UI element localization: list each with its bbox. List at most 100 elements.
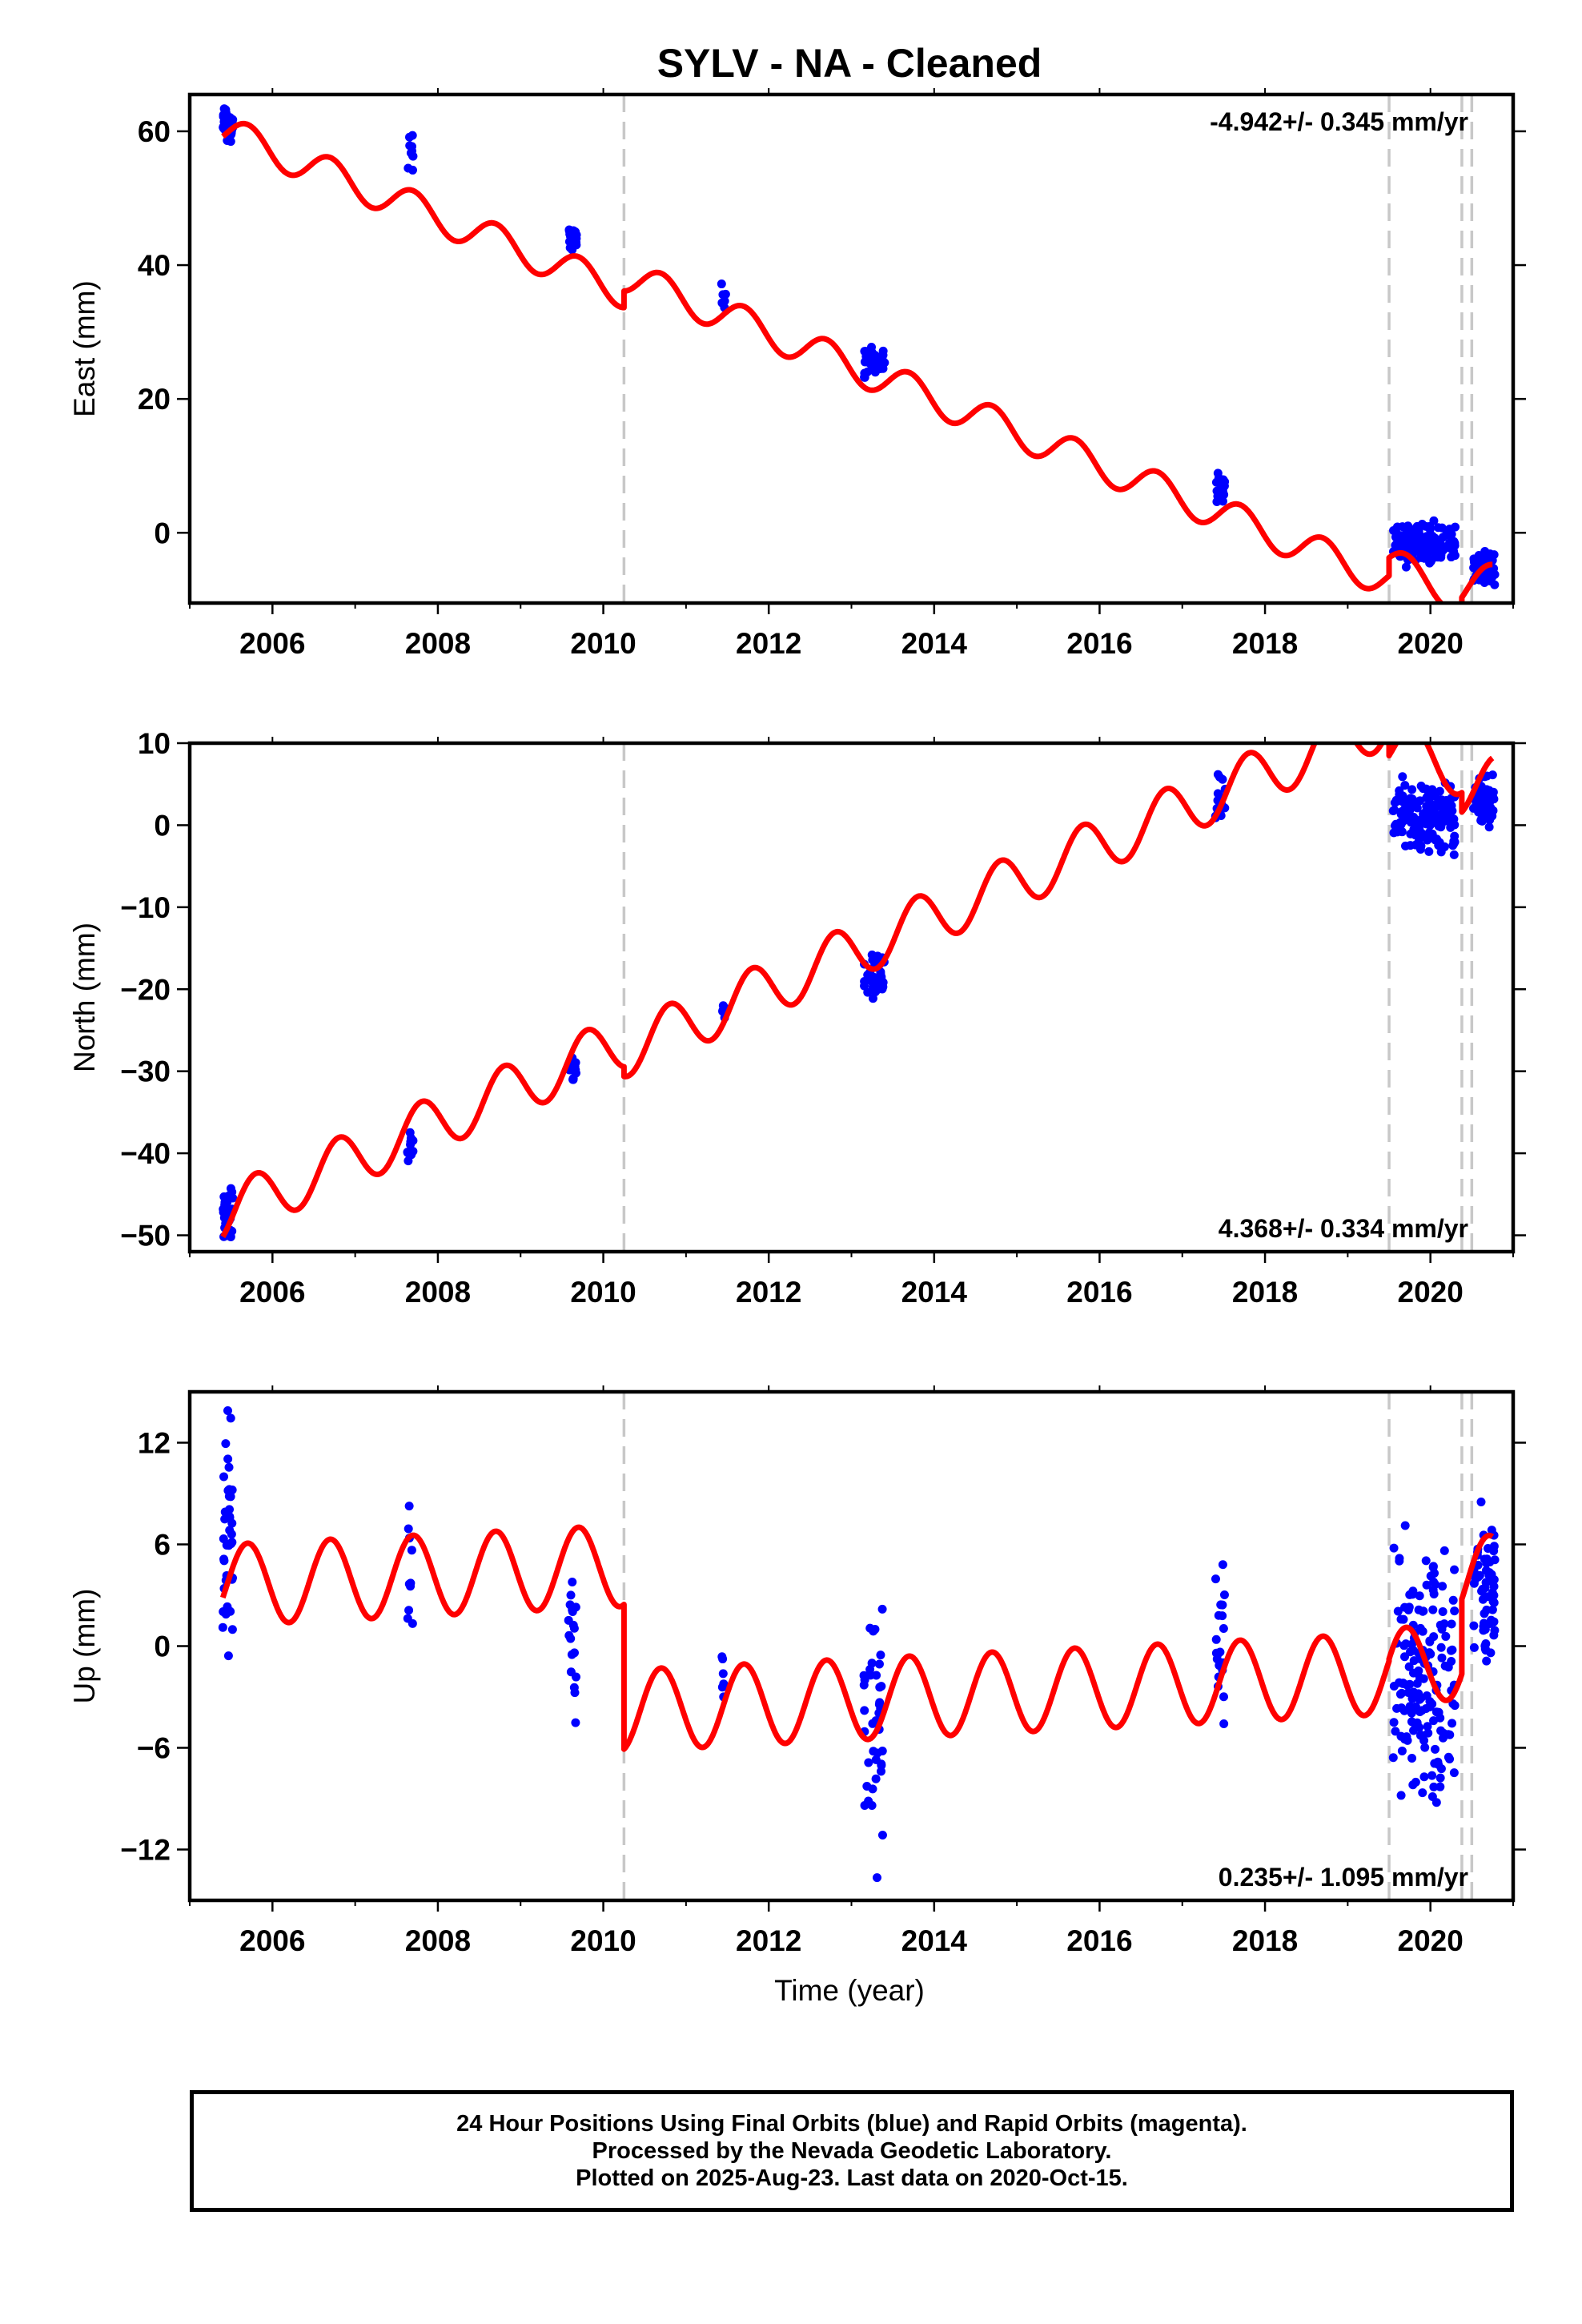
x-tick-label: 2008 xyxy=(405,627,471,660)
obs-point xyxy=(877,1682,886,1691)
obs-point xyxy=(568,1074,578,1084)
x-tick-label: 2020 xyxy=(1398,1924,1464,1957)
obs-point xyxy=(1388,806,1398,815)
obs-point xyxy=(1423,1722,1432,1731)
obs-point xyxy=(1421,1556,1431,1566)
obs-point xyxy=(1485,1619,1495,1629)
obs-point xyxy=(219,1606,228,1616)
obs-point xyxy=(877,1604,887,1614)
obs-point xyxy=(1487,1526,1496,1535)
obs-point xyxy=(874,1659,884,1669)
x-tick-label: 2016 xyxy=(1066,627,1132,660)
obs-point xyxy=(1211,1648,1221,1658)
obs-point xyxy=(1429,1782,1439,1791)
obs-point xyxy=(569,1623,579,1633)
obs-point xyxy=(868,1784,877,1794)
obs-point xyxy=(1437,1653,1447,1663)
obs-point xyxy=(719,1679,729,1689)
obs-point xyxy=(1396,810,1406,819)
obs-point xyxy=(1422,1580,1431,1590)
obs-cluster xyxy=(717,279,730,312)
obs-point xyxy=(224,1462,234,1472)
obs-point xyxy=(408,1618,417,1628)
obs-point xyxy=(876,1651,885,1660)
obs-point xyxy=(1435,1773,1445,1783)
x-tick-label: 2010 xyxy=(570,627,636,660)
obs-cluster xyxy=(403,1502,417,1628)
y-tick-label: 0 xyxy=(154,517,171,549)
obs-point xyxy=(1397,1688,1407,1698)
y-tick-label: −50 xyxy=(120,1220,171,1252)
obs-point xyxy=(1484,571,1494,581)
obs-point xyxy=(1439,1546,1449,1555)
obs-point xyxy=(1401,841,1411,850)
y-axis-label: Up (mm) xyxy=(68,1589,101,1704)
obs-point xyxy=(1399,1641,1409,1651)
obs-point xyxy=(1443,1663,1453,1672)
obs-point xyxy=(1408,1586,1418,1596)
footer-line-1: 24 Hour Positions Using Final Orbits (bl… xyxy=(456,2111,1247,2137)
obs-point xyxy=(1412,1679,1422,1688)
obs-point xyxy=(228,1193,238,1203)
obs-point xyxy=(1396,1791,1406,1800)
obs-point xyxy=(1401,562,1411,572)
obs-point xyxy=(568,245,577,255)
obs-point xyxy=(408,1147,418,1156)
obs-point xyxy=(571,1058,580,1068)
obs-point xyxy=(1431,1798,1441,1807)
obs-point xyxy=(406,1140,416,1149)
obs-point xyxy=(568,1605,577,1614)
obs-cluster xyxy=(1388,1521,1460,1807)
obs-point xyxy=(1397,1746,1407,1755)
x-tick-label: 2014 xyxy=(901,1924,968,1957)
obs-point xyxy=(860,1675,869,1685)
model-curve xyxy=(220,120,1495,603)
y-tick-label: 12 xyxy=(138,1427,171,1460)
obs-point xyxy=(1436,822,1446,832)
obs-point xyxy=(869,1747,878,1756)
obs-point xyxy=(870,1624,880,1634)
obs-point xyxy=(219,1472,229,1482)
obs-point xyxy=(1439,545,1448,555)
obs-cluster xyxy=(218,1405,237,1661)
obs-point xyxy=(1403,1735,1412,1745)
obs-point xyxy=(407,1546,416,1555)
obs-point xyxy=(1399,1614,1408,1624)
obs-point xyxy=(1428,1562,1438,1571)
x-tick-label: 2008 xyxy=(405,1924,471,1957)
obs-point xyxy=(1471,1574,1480,1584)
obs-point xyxy=(1426,798,1435,808)
x-tick-label: 2020 xyxy=(1398,1276,1464,1309)
chart-title: SYLV - NA - Cleaned xyxy=(657,41,1042,86)
obs-point xyxy=(865,1665,875,1675)
x-axis-label: Time (year) xyxy=(774,1974,925,2007)
obs-point xyxy=(408,165,417,175)
obs-point xyxy=(1435,1782,1445,1791)
obs-point xyxy=(406,1582,416,1591)
obs-point xyxy=(1403,1605,1413,1614)
obs-point xyxy=(864,356,873,365)
obs-point xyxy=(225,1505,235,1514)
obs-point xyxy=(1405,1702,1415,1711)
obs-point xyxy=(1390,798,1399,807)
x-tick-label: 2014 xyxy=(901,1276,968,1309)
obs-point xyxy=(1438,1733,1447,1743)
obs-cluster xyxy=(404,131,418,175)
obs-point xyxy=(1480,1609,1489,1618)
obs-point xyxy=(876,360,885,370)
obs-cluster xyxy=(1469,1498,1500,1666)
rate-label: -4.942+/- 0.345 mm/yr xyxy=(1210,107,1468,136)
y-axis-label: East (mm) xyxy=(68,280,101,417)
obs-point xyxy=(1424,846,1434,856)
obs-point xyxy=(1433,1757,1443,1767)
obs-point xyxy=(1400,1521,1410,1530)
obs-point xyxy=(1481,1578,1491,1587)
obs-point xyxy=(1415,545,1424,555)
obs-point xyxy=(1393,827,1403,837)
obs-point xyxy=(219,1534,228,1544)
obs-point xyxy=(223,1486,233,1495)
obs-point xyxy=(1428,791,1438,801)
obs-point xyxy=(227,1530,236,1539)
obs-point xyxy=(867,1800,877,1810)
